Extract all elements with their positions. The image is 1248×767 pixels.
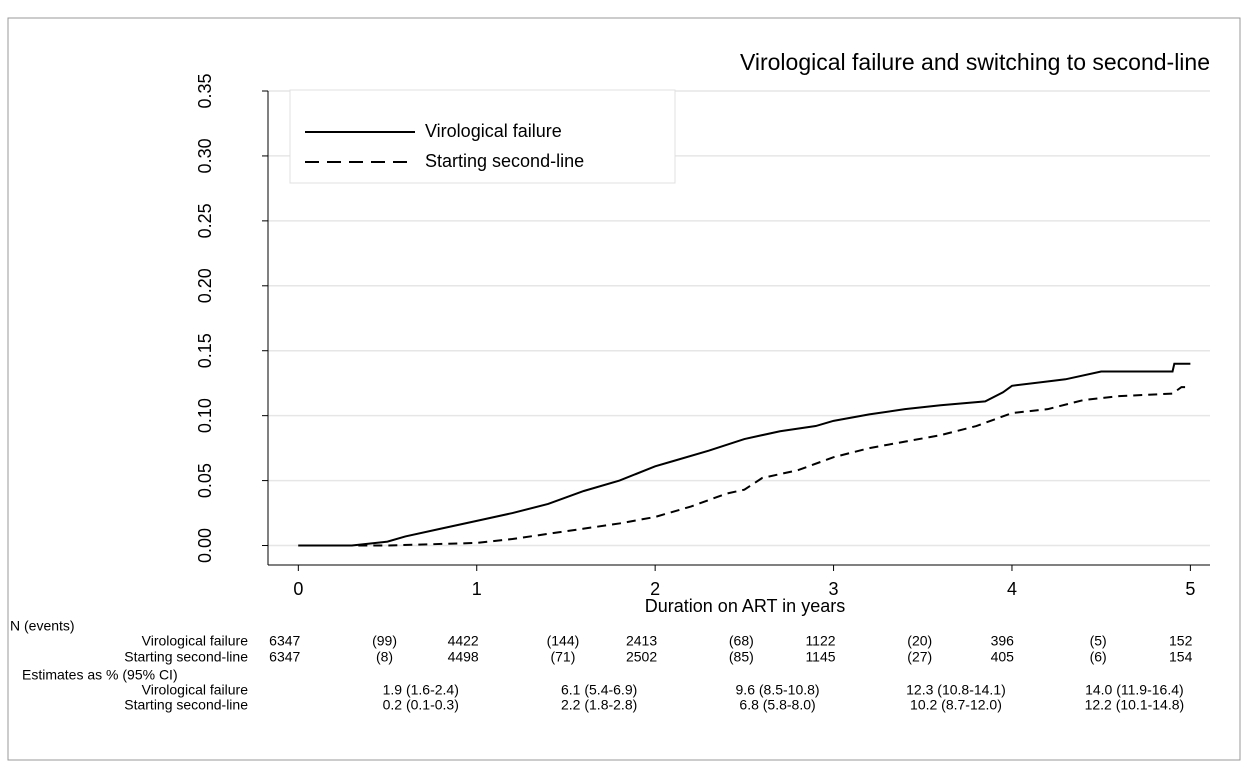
table-title: Estimates as % (95% CI) (22, 667, 178, 683)
table-cell: 6.1 (5.4-6.9) (561, 682, 637, 698)
table-cell: (8) (376, 649, 393, 665)
table-cell: 9.6 (8.5-10.8) (736, 682, 820, 698)
x-tick-label: 5 (1185, 579, 1195, 599)
chart-title: Virological failure and switching to sec… (740, 49, 1210, 75)
x-tick-label: 4 (1007, 579, 1017, 599)
table-cell: (85) (729, 649, 754, 665)
table-cell: 6.8 (5.8-8.0) (739, 697, 815, 713)
y-tick-label: 0.35 (195, 73, 215, 108)
table-cell: 1122 (805, 633, 835, 649)
x-tick-label: 3 (829, 579, 839, 599)
x-axis-label: Duration on ART in years (645, 596, 845, 616)
y-tick-label: 0.20 (195, 268, 215, 303)
table-cell: 12.3 (10.8-14.1) (906, 682, 1006, 698)
table-cell: (5) (1090, 633, 1107, 649)
table-cell: 2502 (626, 649, 657, 665)
table-cell: (71) (550, 649, 575, 665)
line-series (298, 362, 1191, 547)
line-series (298, 386, 1191, 547)
table-cell: 2413 (626, 633, 657, 649)
table-cell: 6347 (269, 649, 300, 665)
table-cell: 154 (1169, 649, 1193, 665)
y-tick-label: 0.00 (195, 528, 215, 563)
table-cell: 6347 (269, 633, 300, 649)
table-cell: 4422 (448, 633, 479, 649)
y-tick-label: 0.05 (195, 463, 215, 498)
table-cell: 405 (991, 649, 1015, 665)
table-cell: (68) (729, 633, 754, 649)
table-cell: 4498 (448, 649, 479, 665)
table-cell: 14.0 (11.9-16.4) (1085, 682, 1184, 698)
table-cell: (99) (372, 633, 397, 649)
table-cell: (27) (907, 649, 932, 665)
x-tick-label: 2 (650, 579, 660, 599)
table-cell: 0.2 (0.1-0.3) (383, 697, 459, 713)
y-tick-label: 0.15 (195, 333, 215, 368)
table-cell: 10.2 (8.7-12.0) (910, 697, 1002, 713)
table-cell: 396 (991, 633, 1015, 649)
legend-box (289, 89, 676, 184)
table-cell: 1.9 (1.6-2.4) (383, 682, 459, 698)
table-cell: 152 (1169, 633, 1193, 649)
table-cell: 12.2 (10.1-14.8) (1085, 697, 1185, 713)
y-tick-label: 0.25 (195, 203, 215, 238)
legend-label: Virological failure (425, 121, 562, 141)
table-cell: 2.2 (1.8-2.8) (561, 697, 637, 713)
row-label: Virological failure (142, 633, 249, 649)
table-cell: (144) (547, 633, 580, 649)
table-cell: (20) (907, 633, 932, 649)
table-cell: (6) (1090, 649, 1107, 665)
row-label: Virological failure (142, 682, 249, 698)
row-label: Starting second-line (124, 697, 248, 713)
table-title: N (events) (10, 618, 75, 634)
legend-label: Starting second-line (425, 151, 584, 171)
x-tick-label: 1 (472, 579, 482, 599)
y-tick-label: 0.10 (195, 398, 215, 433)
x-tick-label: 0 (293, 579, 303, 599)
y-tick-label: 0.30 (195, 138, 215, 173)
row-label: Starting second-line (124, 649, 248, 665)
table-cell: 1145 (805, 649, 835, 665)
